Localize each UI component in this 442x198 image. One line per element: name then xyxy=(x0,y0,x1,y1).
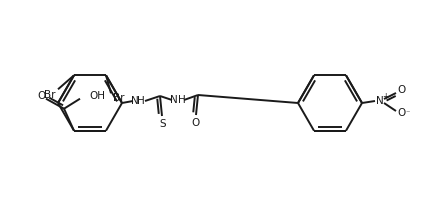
Text: OH: OH xyxy=(89,91,105,101)
Text: +: + xyxy=(382,91,388,101)
Text: Br: Br xyxy=(113,93,125,103)
Text: S: S xyxy=(160,119,166,129)
Text: ⁻: ⁻ xyxy=(406,109,410,117)
Text: O: O xyxy=(191,118,199,128)
Text: O: O xyxy=(37,91,45,101)
Text: N: N xyxy=(131,96,139,106)
Text: O: O xyxy=(397,85,405,95)
Text: Br: Br xyxy=(44,90,56,100)
Text: N: N xyxy=(376,96,384,106)
Text: H: H xyxy=(178,95,186,105)
Text: O: O xyxy=(397,108,405,118)
Text: N: N xyxy=(170,95,178,105)
Text: H: H xyxy=(137,96,145,106)
